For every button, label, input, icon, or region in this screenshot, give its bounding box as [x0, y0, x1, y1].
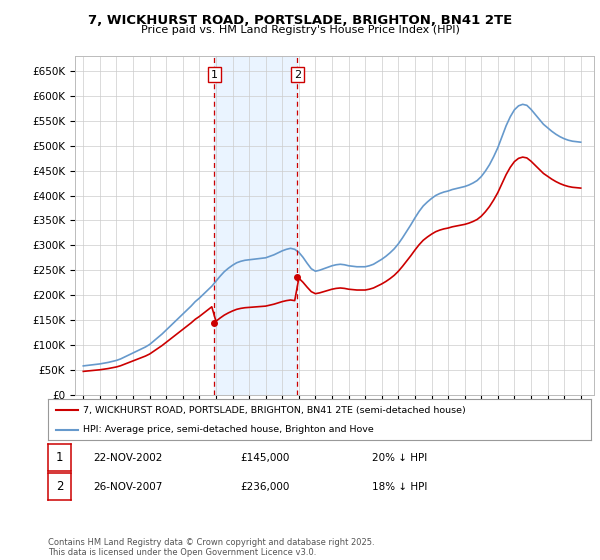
Text: 18% ↓ HPI: 18% ↓ HPI — [372, 482, 427, 492]
Text: Price paid vs. HM Land Registry's House Price Index (HPI): Price paid vs. HM Land Registry's House … — [140, 25, 460, 35]
Text: £145,000: £145,000 — [240, 452, 289, 463]
Text: 2: 2 — [56, 480, 63, 493]
Text: 22-NOV-2002: 22-NOV-2002 — [93, 452, 163, 463]
Text: Contains HM Land Registry data © Crown copyright and database right 2025.
This d: Contains HM Land Registry data © Crown c… — [48, 538, 374, 557]
Bar — [214, 56, 297, 395]
Text: 26-NOV-2007: 26-NOV-2007 — [93, 482, 163, 492]
Text: HPI: Average price, semi-detached house, Brighton and Hove: HPI: Average price, semi-detached house,… — [83, 425, 374, 434]
Text: 7, WICKHURST ROAD, PORTSLADE, BRIGHTON, BN41 2TE: 7, WICKHURST ROAD, PORTSLADE, BRIGHTON, … — [88, 14, 512, 27]
Text: 20% ↓ HPI: 20% ↓ HPI — [372, 452, 427, 463]
Text: 1: 1 — [211, 69, 218, 80]
Text: 2: 2 — [293, 69, 301, 80]
Text: 7, WICKHURST ROAD, PORTSLADE, BRIGHTON, BN41 2TE (semi-detached house): 7, WICKHURST ROAD, PORTSLADE, BRIGHTON, … — [83, 405, 466, 414]
Text: £236,000: £236,000 — [240, 482, 289, 492]
Text: 1: 1 — [56, 451, 63, 464]
